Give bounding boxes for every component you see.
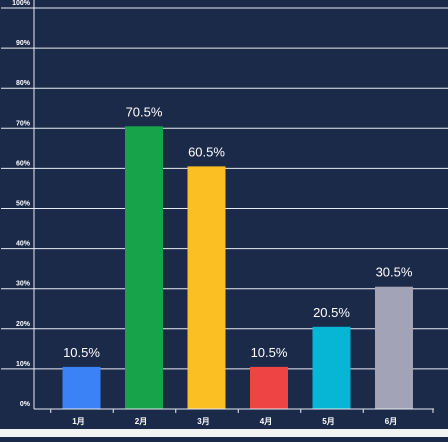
- y-tick-label: 60%: [16, 160, 31, 167]
- y-tick-label: 10%: [16, 361, 31, 368]
- y-tick-label: 90%: [16, 40, 31, 47]
- bars: [62, 126, 413, 410]
- y-tick-label: 100%: [12, 0, 31, 7]
- bar: [125, 126, 163, 410]
- x-tick-label: 3月: [197, 417, 209, 426]
- x-tick-label: 2月: [135, 417, 147, 426]
- data-label: 30.5%: [376, 265, 413, 280]
- x-tick-label: 4月: [260, 417, 272, 426]
- y-tick-label: 50%: [16, 201, 31, 208]
- y-tick-label: 20%: [16, 321, 31, 328]
- axes: [33, 0, 434, 410]
- x-tick-label: 1月: [72, 417, 84, 426]
- bar: [312, 326, 351, 409]
- x-tick-label: 6月: [385, 417, 397, 426]
- data-label: 70.5%: [126, 104, 163, 119]
- y-tick-label: 70%: [16, 120, 31, 127]
- bar: [250, 366, 288, 409]
- y-tick-label: 40%: [16, 241, 31, 248]
- bar: [62, 366, 101, 409]
- bar: [375, 286, 413, 409]
- bar: [187, 166, 226, 409]
- y-tick-label: 0%: [20, 401, 31, 408]
- data-label: 10.5%: [63, 345, 100, 360]
- bottom-strip: [0, 429, 448, 437]
- data-label: 10.5%: [251, 345, 288, 360]
- data-labels: 10.5% 70.5% 60.5% 10.5% 20.5% 30.5%: [63, 104, 413, 360]
- x-tick-label: 5月: [322, 417, 334, 426]
- y-tick-label: 80%: [16, 80, 31, 87]
- x-axis-tick-labels: 1月 2月 3月 4月 5月 6月: [50, 409, 434, 426]
- data-label: 20.5%: [313, 305, 350, 320]
- data-label: 60.5%: [188, 144, 225, 159]
- y-axis-tick-labels: 0% 10% 20% 30% 40% 50% 60% 70% 80% 90% 100%: [12, 0, 31, 408]
- y-tick-label: 30%: [16, 281, 31, 288]
